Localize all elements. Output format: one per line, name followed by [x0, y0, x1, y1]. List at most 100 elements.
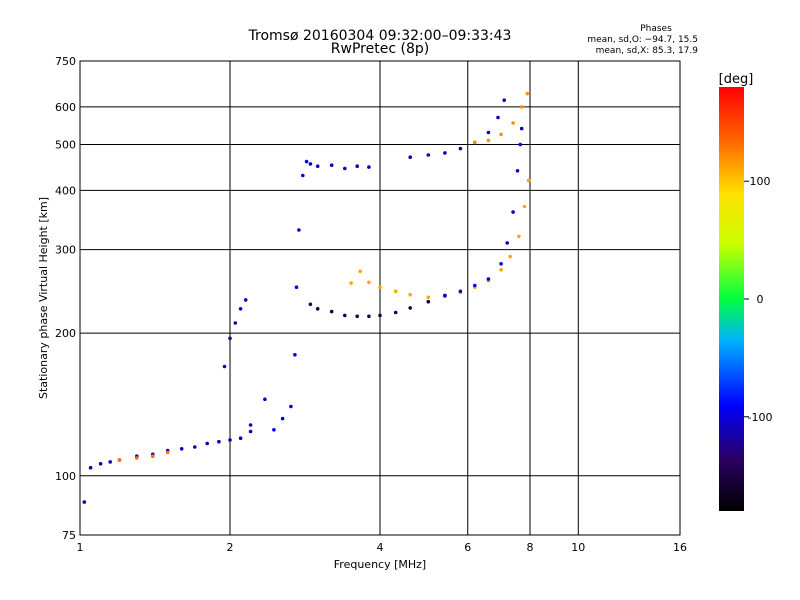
chart-title: Tromsø 20160304 09:32:00–09:33:43	[248, 28, 512, 44]
echo-point	[517, 234, 521, 239]
echo-point	[248, 423, 253, 427]
colorbar-ticks: 100 0 -100	[744, 175, 772, 424]
x-axis-label: Frequency [MHz]	[334, 558, 426, 571]
echo-point	[329, 163, 334, 167]
echo-point	[458, 146, 463, 151]
y-axis-label: Stationary phase Virtual Height [km]	[37, 197, 50, 399]
colorbar-tick-label: -100	[748, 411, 773, 424]
echo-point	[355, 164, 360, 168]
echo-point	[108, 460, 112, 464]
echo-point	[443, 151, 447, 155]
echo-point	[496, 115, 500, 120]
plot-frame	[79, 60, 681, 536]
echo-point	[426, 153, 431, 157]
phase-stats-o: mean, sd,O: −94.7, 15.5	[587, 35, 698, 45]
echo-point	[238, 436, 243, 441]
echo-point	[228, 438, 232, 442]
echo-point	[308, 302, 313, 307]
echo-point	[343, 313, 347, 318]
echo-point	[519, 126, 524, 131]
echo-point	[301, 173, 305, 178]
echo-point	[238, 307, 243, 311]
x-tick-label: 16	[673, 541, 687, 554]
echo-point	[511, 121, 515, 125]
echo-point	[499, 268, 503, 272]
echo-point	[165, 450, 170, 455]
echo-point	[217, 439, 221, 444]
echo-point	[458, 289, 463, 294]
echo-point	[511, 210, 515, 214]
phase-stats-heading: Phases	[640, 24, 672, 34]
echo-point	[151, 454, 155, 459]
echo-point	[518, 142, 523, 147]
y-tick-label: 300	[55, 244, 76, 257]
echo-point	[243, 298, 248, 302]
echo-point	[426, 295, 431, 300]
echo-point	[355, 314, 360, 319]
echo-point	[263, 397, 267, 402]
echo-point	[294, 285, 299, 290]
echo-point	[88, 465, 93, 470]
echo-point	[98, 462, 103, 466]
colorbar-tick-label: 0	[757, 293, 764, 306]
echo-point	[343, 166, 347, 171]
echo-point	[426, 299, 431, 304]
echo-point	[525, 91, 530, 96]
echo-point	[508, 254, 512, 259]
echo-point	[486, 130, 491, 135]
echo-point	[308, 162, 313, 166]
y-tick-label: 75	[62, 529, 76, 542]
echo-point	[280, 416, 285, 421]
echo-point	[526, 178, 531, 183]
echo-point	[378, 285, 382, 290]
echo-point	[486, 277, 491, 281]
echo-point	[505, 241, 510, 245]
echo-point	[408, 306, 413, 310]
echo-point	[179, 447, 184, 451]
echo-point	[367, 314, 371, 319]
y-tick-label: 400	[55, 184, 76, 197]
echo-point	[393, 289, 398, 294]
echo-point	[349, 281, 353, 285]
y-tick-label: 200	[55, 327, 76, 340]
echo-point	[293, 353, 297, 357]
echo-point	[367, 165, 371, 169]
echo-point	[473, 283, 477, 288]
echo-point	[499, 132, 503, 137]
echo-point	[473, 140, 477, 145]
chart-subtitle: RwPretec (8p)	[331, 41, 429, 57]
colorbar-tick-label: 100	[750, 175, 771, 188]
echo-point	[193, 445, 197, 449]
echo-point	[135, 456, 139, 460]
x-tick-label: 8	[527, 541, 534, 554]
grid	[80, 61, 680, 535]
x-tick-label: 10	[571, 541, 585, 554]
y-axis-ticks: 75 100 200 300 400 500 600 750	[55, 55, 76, 542]
echo-point	[408, 155, 413, 159]
echo-point	[522, 204, 527, 209]
echo-point	[486, 138, 491, 143]
echo-point	[393, 310, 398, 315]
colorbar	[719, 87, 744, 511]
y-tick-label: 500	[55, 138, 76, 151]
echo-point	[499, 262, 503, 266]
echo-point	[315, 164, 320, 168]
echo-point	[297, 228, 301, 232]
echo-point	[248, 429, 253, 434]
echo-point	[233, 321, 238, 325]
x-tick-label: 2	[227, 541, 234, 554]
echo-point	[358, 269, 363, 274]
echo-point	[289, 404, 293, 409]
echo-point	[205, 441, 209, 446]
y-tick-label: 600	[55, 101, 76, 114]
colorbar-label: [deg]	[719, 72, 754, 87]
echo-point	[304, 159, 309, 164]
echo-point	[443, 293, 447, 298]
x-axis-ticks: 1 2 4 6 8 10 16	[77, 541, 688, 554]
x-tick-label: 1	[77, 541, 84, 554]
echo-point	[117, 458, 122, 462]
echo-point	[272, 428, 276, 432]
echo-point	[519, 105, 524, 109]
data-points	[82, 91, 531, 504]
